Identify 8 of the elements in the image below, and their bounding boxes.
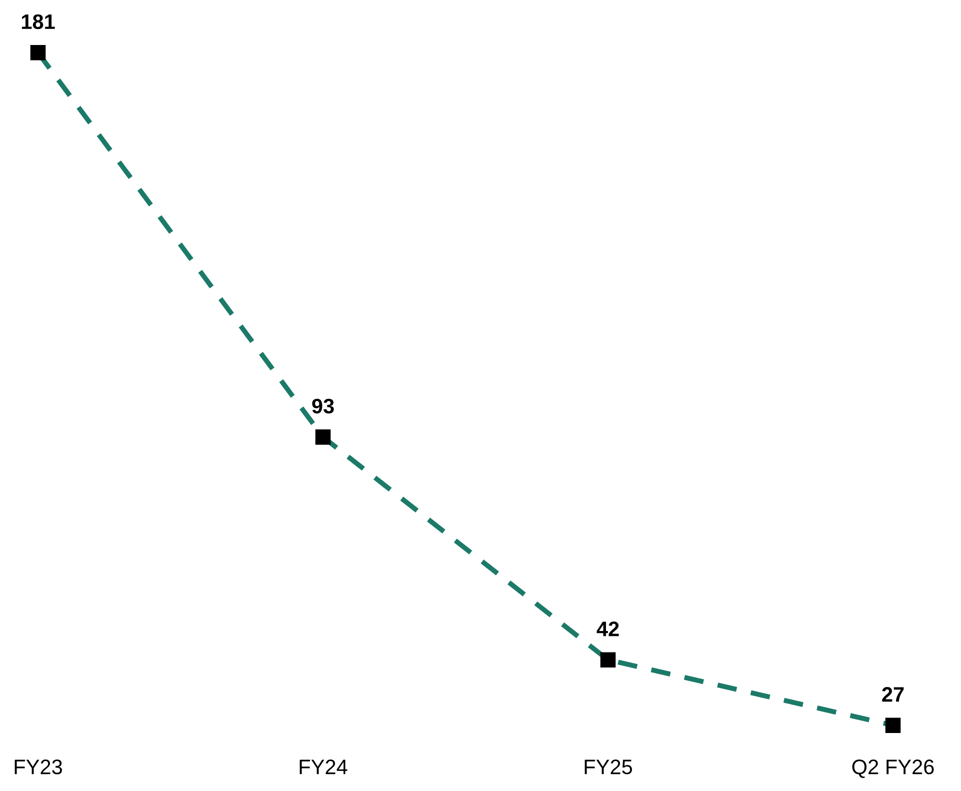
data-label: 93 bbox=[312, 398, 334, 414]
x-tick-label: Q2 FY26 bbox=[852, 760, 934, 778]
x-tick-label: FY25 bbox=[584, 760, 632, 774]
data-label: 42 bbox=[596, 622, 619, 636]
data-label: 27 bbox=[882, 687, 904, 702]
x-tick-label: FY24 bbox=[300, 760, 348, 774]
x-tick-label: FY23 bbox=[14, 760, 62, 774]
data-label: 181 bbox=[22, 14, 55, 30]
